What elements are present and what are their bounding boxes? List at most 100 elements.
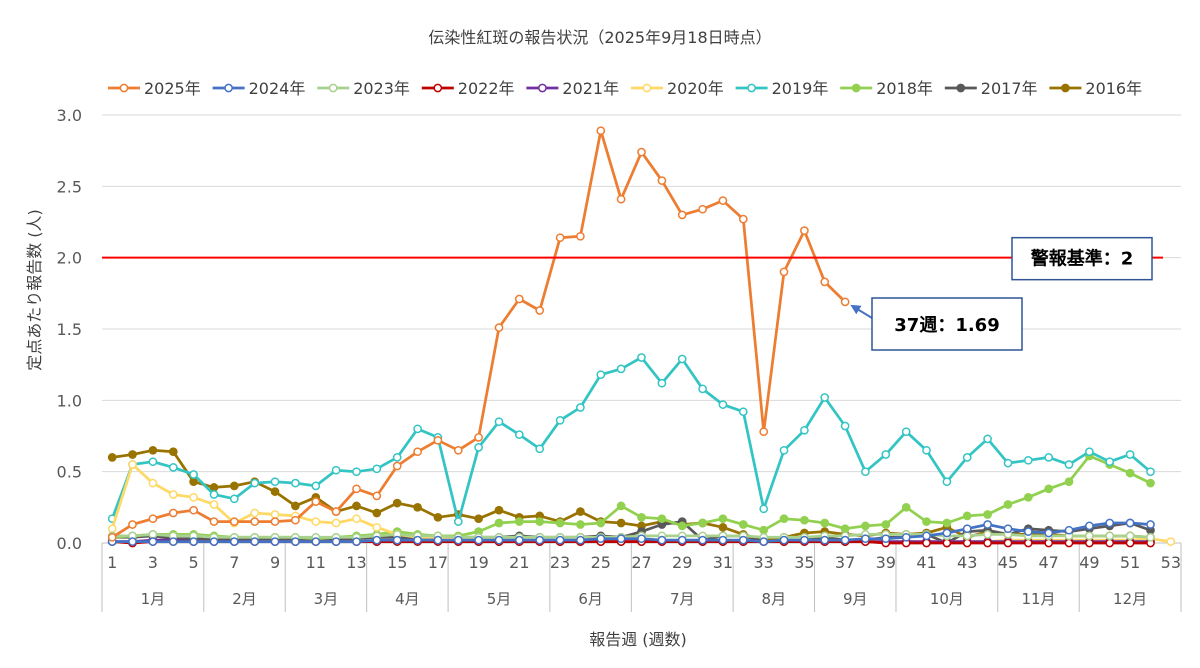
- data-point-2024: [209, 537, 219, 546]
- callout-arrow: [850, 304, 873, 319]
- month-label: 1月: [141, 590, 166, 608]
- data-point-2025: [596, 126, 606, 136]
- alert-label-box: [1011, 236, 1153, 281]
- data-point-2024: [291, 537, 300, 546]
- data-point-2025: [840, 297, 850, 307]
- data-point-2019: [311, 481, 321, 491]
- legend-marker: [1061, 83, 1070, 93]
- data-point-2019: [291, 478, 300, 488]
- x-tick-label: 47: [1038, 553, 1058, 572]
- data-point-2024: [820, 535, 830, 545]
- y-axis: 0.0 0.5 1.0 1.5 2.0 2.5 3.0: [57, 106, 82, 553]
- x-tick-label: 15: [387, 553, 407, 572]
- data-point-2024: [189, 537, 198, 546]
- y-tick-label: 1.5: [57, 320, 82, 339]
- data-point-2019: [942, 477, 952, 487]
- data-point-2018: [535, 517, 545, 526]
- data-point-2025: [331, 507, 341, 516]
- x-tick-label: 41: [916, 553, 936, 572]
- series-line-2025: [111, 129, 847, 539]
- data-point-2018: [983, 510, 992, 519]
- data-point-2024: [433, 535, 443, 545]
- legend-item-2021: 2021年: [526, 79, 619, 98]
- data-point-2016: [413, 502, 422, 512]
- data-point-2024: [840, 535, 850, 545]
- legend-marker: [956, 83, 966, 93]
- data-point-2019: [861, 467, 870, 477]
- data-point-2016: [189, 477, 198, 487]
- data-point-2024: [229, 537, 239, 546]
- data-point-2024: [148, 537, 158, 546]
- data-point-2019: [922, 445, 931, 455]
- data-point-2018: [1044, 484, 1054, 494]
- data-point-2024: [494, 535, 504, 545]
- month-label: 6月: [578, 590, 603, 608]
- data-point-2024: [637, 534, 646, 544]
- data-point-2018: [820, 518, 830, 528]
- data-point-2016: [291, 501, 300, 511]
- data-point-2025: [189, 505, 198, 515]
- series-2016: [107, 445, 1155, 545]
- x-tick-label: 49: [1079, 553, 1099, 572]
- data-point-2024: [1085, 521, 1094, 531]
- legend-label: 2017年: [981, 79, 1038, 98]
- series-line-2017: [112, 520, 1151, 545]
- data-point-2019: [209, 490, 219, 499]
- data-point-2025: [270, 517, 280, 526]
- y-tick-label: 2.0: [57, 249, 82, 268]
- x-tick-label: 7: [229, 553, 239, 572]
- series-line-2023: [112, 533, 1151, 539]
- data-point-2019: [1003, 458, 1013, 468]
- data-point-2022: [1125, 538, 1135, 548]
- month-label: 7月: [670, 590, 695, 608]
- legend-item-2016: 2016年: [1049, 79, 1142, 98]
- data-point-2020: [189, 492, 198, 502]
- data-point-2018: [677, 521, 687, 531]
- data-point-2022: [962, 538, 972, 548]
- data-point-2018: [576, 520, 585, 529]
- month-label: 5月: [487, 590, 512, 608]
- x-tick-label: 53: [1161, 553, 1181, 572]
- data-point-2024: [128, 537, 137, 546]
- data-point-2018: [596, 518, 606, 528]
- data-point-2024: [1064, 525, 1074, 535]
- legend-item-2017: 2017年: [944, 79, 1038, 98]
- legend: 2025年 2024年 2023年 2022年 2021年 2020年 2019年 2018年…: [108, 79, 1142, 98]
- data-point-2018: [942, 518, 952, 528]
- data-point-2016: [168, 447, 178, 457]
- data-point-2024: [1146, 520, 1155, 529]
- series-line-2024: [112, 521, 1151, 543]
- data-point-2019: [759, 504, 769, 514]
- data-point-2019: [718, 400, 728, 409]
- data-point-2019: [453, 517, 463, 526]
- legend-label: 2019年: [772, 79, 829, 98]
- series-2018: [107, 451, 1155, 544]
- data-point-2019: [1146, 467, 1155, 477]
- data-point-2016: [107, 453, 117, 462]
- data-point-2019: [800, 425, 809, 435]
- data-point-2022: [1003, 538, 1013, 548]
- data-point-2019: [1085, 447, 1094, 457]
- data-point-2022: [983, 538, 992, 548]
- data-point-2022: [1085, 538, 1094, 548]
- data-point-2019: [779, 445, 789, 455]
- data-point-2025: [616, 194, 626, 204]
- legend-item-2020: 2020年: [631, 79, 724, 98]
- data-point-2024: [922, 531, 931, 541]
- data-point-2025: [413, 447, 422, 457]
- legend-marker: [119, 83, 129, 93]
- x-axis: 1 3 5 7 9 11 13 15 17 19 21 23 25 27 29 31 33 35 37 39 41 43 4…: [101, 542, 1182, 612]
- month-label: 12月: [1113, 590, 1147, 608]
- data-point-2025: [514, 294, 524, 304]
- data-point-2025: [168, 508, 178, 518]
- series-line-2019: [110, 356, 1152, 523]
- month-label: 2月: [232, 590, 257, 608]
- data-point-2016: [352, 501, 361, 511]
- data-point-2023: [983, 530, 992, 539]
- data-point-2024: [942, 528, 952, 538]
- data-point-2024: [352, 537, 361, 546]
- data-point-2019: [331, 465, 341, 475]
- data-point-2016: [372, 508, 382, 518]
- x-tick-label: 3: [148, 553, 158, 572]
- legend-label: 2023年: [353, 79, 410, 98]
